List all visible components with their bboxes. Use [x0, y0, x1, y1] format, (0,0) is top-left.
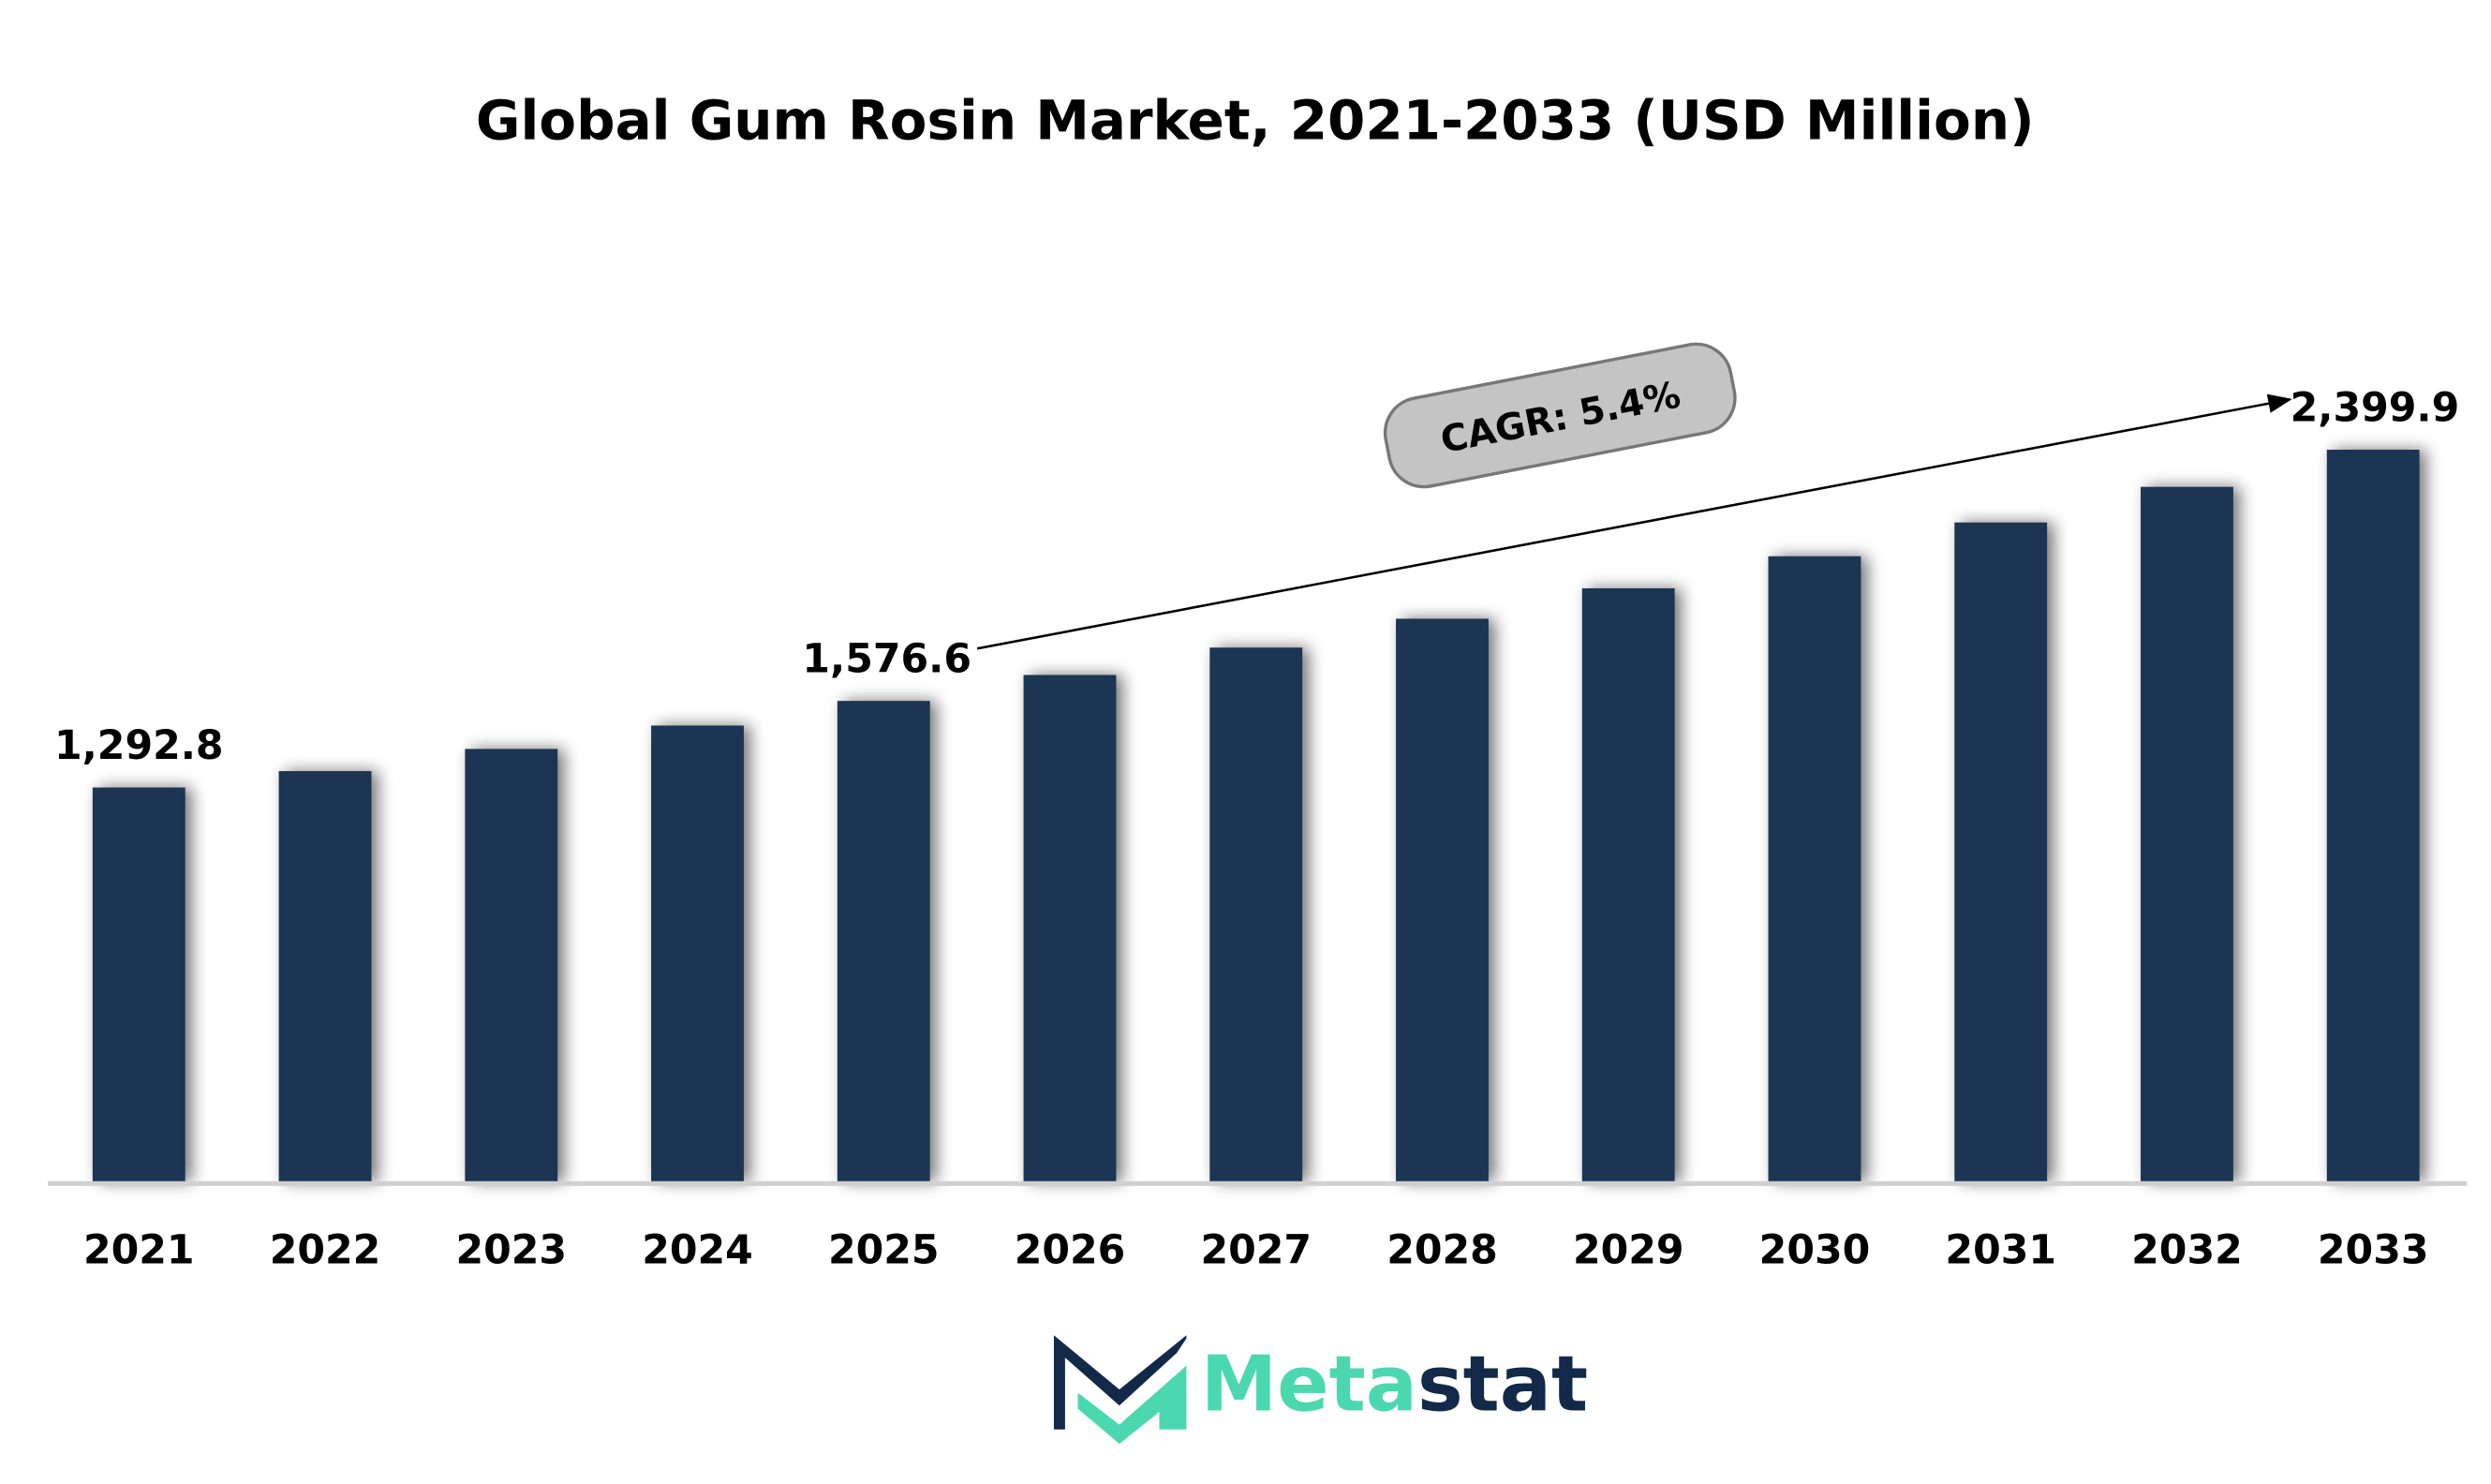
x-tick-label: 2025: [828, 1227, 940, 1274]
bar-2028: [1396, 618, 1489, 1182]
data-label-2025: 1,576.6: [802, 635, 971, 682]
svg-text:Metastat: Metastat: [1201, 1340, 1588, 1429]
bar-2021: [92, 787, 185, 1182]
x-tick-label: 2032: [2131, 1227, 2243, 1274]
x-tick-label: 2031: [1945, 1227, 2056, 1274]
bar-2022: [278, 771, 372, 1182]
bar-2025: [837, 701, 930, 1182]
metastat-logo: Metastat: [1053, 1335, 1588, 1445]
bar-2027: [1209, 647, 1303, 1182]
bar-2030: [1768, 556, 1861, 1182]
x-tick-label: 2022: [270, 1227, 381, 1274]
bar-2023: [465, 749, 558, 1182]
cagr-arrow: [976, 393, 2292, 650]
chart-title: Global Gum Rosin Market, 2021-2033 (USD …: [476, 89, 2035, 153]
bar-2026: [1023, 675, 1117, 1182]
x-tick-label: 2033: [2318, 1227, 2429, 1274]
bar-2029: [1581, 587, 1675, 1182]
data-label-2021: 1,292.8: [54, 722, 224, 769]
x-tick-label: 2021: [83, 1227, 195, 1274]
x-tick-label: 2026: [1015, 1227, 1126, 1274]
x-tick-label: 2030: [1759, 1227, 1871, 1274]
logo-text-meta: Meta: [1201, 1340, 1417, 1429]
bar-2024: [651, 725, 744, 1182]
bar-2031: [1954, 522, 2048, 1182]
data-label-2033: 2,399.9: [2291, 384, 2460, 431]
x-tick-label: 2028: [1386, 1227, 1498, 1274]
x-tick-label: 2029: [1573, 1227, 1684, 1274]
bar-2033: [2326, 450, 2420, 1182]
cagr-badge: CAGR: 5.4%: [1383, 342, 1737, 489]
x-tick-label: 2024: [642, 1227, 753, 1274]
x-tick-label: 2023: [455, 1227, 567, 1274]
logo-text-stat: stat: [1417, 1340, 1588, 1429]
bar-2032: [2141, 486, 2233, 1182]
logo-m-accent: [1077, 1365, 1187, 1445]
x-tick-label: 2027: [1200, 1227, 1312, 1274]
